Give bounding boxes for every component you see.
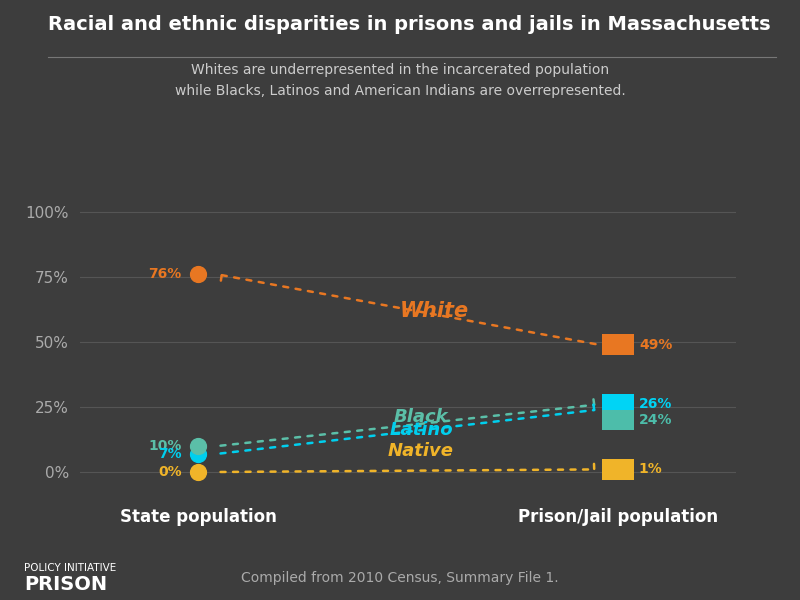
Text: Racial and ethnic disparities in prisons and jails in Massachusetts: Racial and ethnic disparities in prisons…: [48, 15, 770, 34]
Point: [192, 467, 205, 477]
Text: Native: Native: [388, 442, 454, 460]
Text: Compiled from 2010 Census, Summary File 1.: Compiled from 2010 Census, Summary File …: [241, 571, 559, 585]
Text: Whites are underrepresented in the incarcerated population
while Blacks, Latinos: Whites are underrepresented in the incar…: [174, 63, 626, 98]
Text: 0%: 0%: [158, 465, 182, 479]
Bar: [602, 410, 634, 430]
Text: PRISON: PRISON: [24, 575, 107, 594]
Point: [192, 449, 205, 458]
Text: 26%: 26%: [639, 397, 672, 412]
Text: White: White: [400, 301, 469, 321]
Text: 10%: 10%: [148, 439, 182, 453]
Text: State population: State population: [120, 508, 277, 526]
Point: [192, 269, 205, 279]
Text: Latino: Latino: [390, 421, 453, 439]
Text: 1%: 1%: [639, 463, 662, 476]
Text: 49%: 49%: [639, 338, 672, 352]
Text: 76%: 76%: [149, 268, 182, 281]
Text: POLICY INITIATIVE: POLICY INITIATIVE: [24, 563, 116, 573]
Point: [192, 441, 205, 451]
Text: Prison/Jail population: Prison/Jail population: [518, 508, 718, 526]
Bar: [602, 394, 634, 415]
Text: 24%: 24%: [639, 413, 673, 427]
Text: 7%: 7%: [158, 447, 182, 461]
Bar: [602, 459, 634, 480]
Text: Black: Black: [394, 409, 449, 427]
Bar: [602, 334, 634, 355]
